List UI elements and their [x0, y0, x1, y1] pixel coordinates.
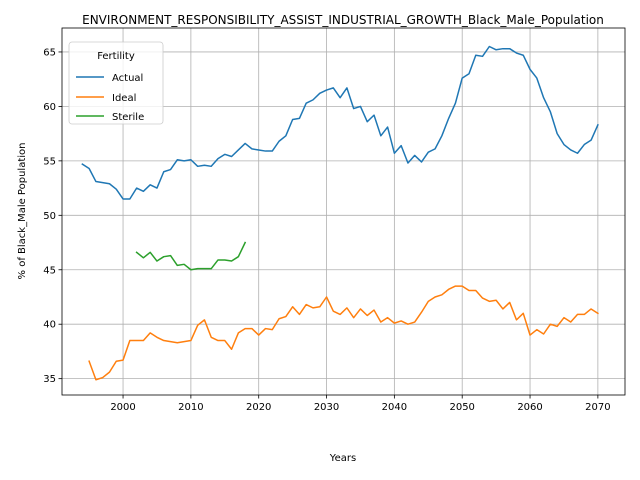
legend-label-ideal: Ideal: [112, 93, 136, 104]
x-tick-label: 2030: [314, 402, 339, 413]
x-tick-label: 2020: [246, 402, 271, 413]
x-tick-label: 2040: [382, 402, 407, 413]
legend-box: [68, 41, 164, 125]
chart-title: ENVIRONMENT_RESPONSIBILITY_ASSIST_INDUST…: [82, 13, 604, 27]
y-tick-label: 50: [43, 211, 56, 222]
series-line-sterile: [135, 241, 247, 271]
x-tick-label: 2070: [585, 402, 610, 413]
legend: Fertility Actual Ideal Sterile: [68, 41, 164, 125]
x-tick-label: 2050: [449, 402, 474, 413]
y-tick-label: 60: [43, 102, 56, 113]
y-tick-label: 55: [43, 156, 56, 167]
y-axis-label: % of Black_Male Population: [17, 143, 28, 280]
legend-title: Fertility: [97, 51, 135, 62]
series-line-ideal: [88, 285, 599, 381]
x-tick-label: 2000: [110, 402, 135, 413]
plot-frame: [61, 27, 626, 396]
y-tick-label: 40: [43, 320, 56, 331]
x-axis-label: Years: [329, 453, 356, 464]
x-tick-label: 2010: [178, 402, 203, 413]
series-line-actual: [81, 45, 599, 200]
legend-label-actual: Actual: [112, 73, 143, 84]
legend-label-sterile: Sterile: [112, 112, 144, 123]
grid-layer: [62, 28, 625, 395]
series-layer: [81, 45, 599, 381]
tick-layer: 2000 2010 2020 2030 2040 2050 2060 2070 35 40 45 50…: [43, 47, 610, 413]
y-tick-label: 35: [43, 374, 56, 385]
y-tick-label: 45: [43, 265, 56, 276]
x-tick-label: 2060: [517, 402, 542, 413]
y-tick-label: 65: [43, 47, 56, 58]
